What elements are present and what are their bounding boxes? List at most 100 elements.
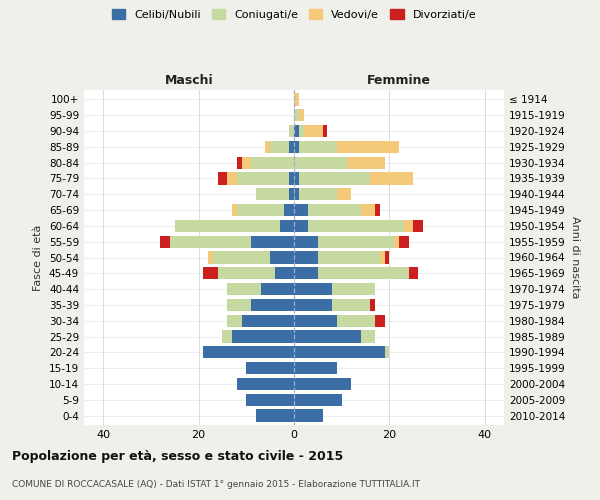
- Bar: [175, 220, 280, 232]
- Bar: [294, 362, 337, 374]
- Bar: [294, 252, 318, 264]
- Bar: [299, 140, 337, 153]
- Bar: [160, 236, 170, 248]
- Bar: [361, 204, 375, 216]
- Bar: [375, 314, 385, 327]
- Bar: [413, 220, 423, 232]
- Bar: [260, 283, 294, 296]
- Legend: Celibi/Nubili, Coniugati/e, Vedovi/e, Divorziati/e: Celibi/Nubili, Coniugati/e, Vedovi/e, Di…: [109, 6, 479, 23]
- Bar: [289, 172, 294, 184]
- Bar: [242, 156, 251, 169]
- Bar: [203, 346, 294, 358]
- Bar: [370, 298, 375, 311]
- Bar: [323, 125, 328, 137]
- Bar: [294, 109, 299, 122]
- Bar: [275, 267, 294, 280]
- Bar: [337, 314, 375, 327]
- Bar: [394, 236, 399, 248]
- Bar: [294, 298, 332, 311]
- Bar: [237, 204, 284, 216]
- Y-axis label: Anni di nascita: Anni di nascita: [569, 216, 580, 298]
- Bar: [208, 252, 213, 264]
- Bar: [299, 109, 304, 122]
- Text: COMUNE DI ROCCACASALE (AQ) - Dati ISTAT 1° gennaio 2015 - Elaborazione TUTTITALI: COMUNE DI ROCCACASALE (AQ) - Dati ISTAT …: [12, 480, 420, 489]
- Bar: [227, 298, 251, 311]
- Bar: [241, 314, 294, 327]
- Bar: [213, 252, 270, 264]
- Bar: [308, 204, 361, 216]
- Bar: [227, 172, 237, 184]
- Bar: [318, 267, 409, 280]
- Bar: [308, 220, 404, 232]
- Bar: [304, 125, 323, 137]
- Bar: [294, 236, 318, 248]
- Bar: [270, 140, 289, 153]
- Bar: [289, 140, 294, 153]
- Bar: [294, 346, 385, 358]
- Bar: [237, 172, 289, 184]
- Text: Maschi: Maschi: [164, 74, 214, 87]
- Bar: [246, 394, 294, 406]
- Bar: [294, 204, 308, 216]
- Bar: [227, 314, 241, 327]
- Bar: [404, 220, 413, 232]
- Bar: [318, 252, 380, 264]
- Bar: [284, 204, 294, 216]
- Bar: [265, 140, 270, 153]
- Bar: [299, 172, 370, 184]
- Bar: [294, 94, 299, 106]
- Bar: [337, 140, 399, 153]
- Bar: [203, 267, 218, 280]
- Bar: [318, 236, 394, 248]
- Bar: [294, 188, 299, 200]
- Bar: [289, 188, 294, 200]
- Bar: [294, 140, 299, 153]
- Bar: [361, 330, 375, 342]
- Bar: [332, 283, 375, 296]
- Bar: [294, 267, 318, 280]
- Bar: [399, 236, 409, 248]
- Bar: [280, 220, 294, 232]
- Text: Popolazione per età, sesso e stato civile - 2015: Popolazione per età, sesso e stato civil…: [12, 450, 343, 463]
- Bar: [380, 252, 385, 264]
- Bar: [218, 267, 275, 280]
- Bar: [294, 410, 323, 422]
- Bar: [299, 125, 304, 137]
- Bar: [251, 236, 294, 248]
- Bar: [332, 298, 370, 311]
- Bar: [227, 283, 260, 296]
- Bar: [375, 204, 380, 216]
- Bar: [294, 378, 351, 390]
- Text: Femmine: Femmine: [367, 74, 431, 87]
- Bar: [256, 188, 289, 200]
- Bar: [289, 125, 294, 137]
- Bar: [246, 362, 294, 374]
- Y-axis label: Fasce di età: Fasce di età: [34, 224, 43, 290]
- Bar: [294, 394, 342, 406]
- Bar: [170, 236, 251, 248]
- Bar: [218, 172, 227, 184]
- Bar: [299, 188, 337, 200]
- Bar: [232, 330, 294, 342]
- Bar: [409, 267, 418, 280]
- Bar: [251, 156, 294, 169]
- Bar: [223, 330, 232, 342]
- Bar: [270, 252, 294, 264]
- Bar: [251, 298, 294, 311]
- Bar: [232, 204, 237, 216]
- Bar: [385, 252, 389, 264]
- Bar: [294, 314, 337, 327]
- Bar: [237, 156, 241, 169]
- Bar: [337, 188, 351, 200]
- Bar: [294, 283, 332, 296]
- Bar: [370, 172, 413, 184]
- Bar: [294, 172, 299, 184]
- Bar: [294, 156, 347, 169]
- Bar: [294, 125, 299, 137]
- Bar: [237, 378, 294, 390]
- Bar: [294, 330, 361, 342]
- Bar: [294, 220, 308, 232]
- Bar: [385, 346, 389, 358]
- Bar: [256, 410, 294, 422]
- Bar: [347, 156, 385, 169]
